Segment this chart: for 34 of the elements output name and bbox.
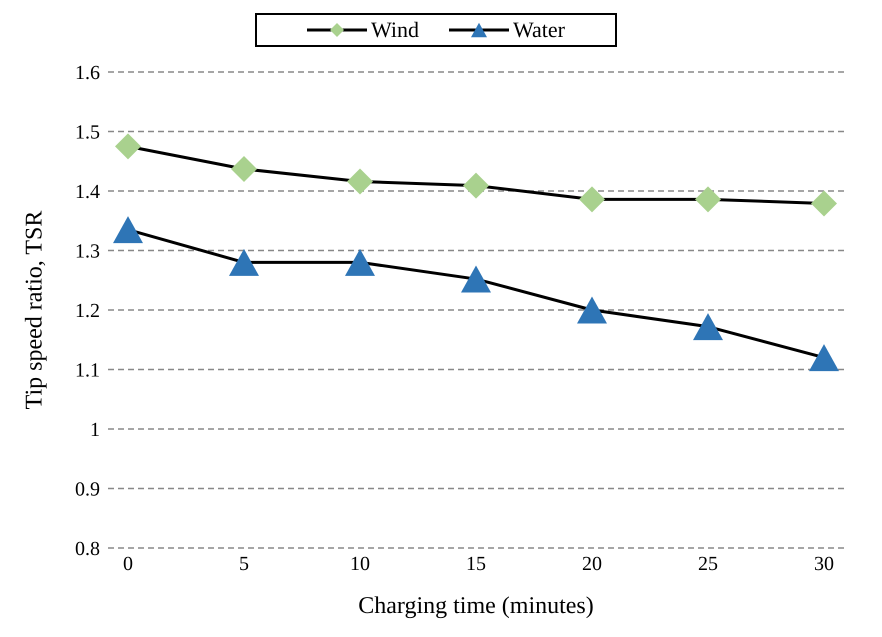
y-tick-label: 1.5 — [75, 122, 100, 144]
point — [693, 313, 723, 340]
x-tick-label: 15 — [466, 553, 486, 576]
point — [577, 296, 607, 324]
point — [229, 248, 259, 276]
y-tick-label: 1.2 — [75, 300, 100, 322]
point — [809, 344, 839, 372]
y-tick-label: 1.4 — [75, 181, 100, 204]
y-tick-label: 1.1 — [75, 360, 100, 382]
point — [579, 186, 605, 212]
x-tick-label: 5 — [239, 553, 249, 576]
x-tick-label: 0 — [123, 553, 133, 576]
legend-label: Water — [513, 17, 565, 43]
y-axis-title: Tip speed ratio, TSR — [22, 210, 48, 410]
point — [811, 190, 837, 216]
point — [695, 186, 721, 212]
y-tick-label: 1.6 — [75, 62, 100, 84]
point — [345, 248, 375, 276]
point — [113, 216, 143, 244]
point — [115, 133, 141, 160]
y-tick-label: 0.9 — [75, 478, 100, 501]
y-tick-label: 1.3 — [75, 240, 100, 263]
point — [231, 156, 257, 182]
x-tick-label: 20 — [582, 553, 602, 576]
x-tick-label: 30 — [814, 553, 834, 576]
legend-label: Wind — [371, 17, 419, 43]
point — [347, 168, 373, 194]
point — [461, 266, 491, 293]
y-tick-label: 1 — [90, 419, 100, 442]
x-axis-title: Charging time (minutes) — [358, 593, 594, 619]
x-tick-label: 25 — [698, 553, 718, 576]
point — [463, 172, 489, 199]
y-tick-label: 0.8 — [75, 538, 100, 560]
x-tick-label: 10 — [350, 553, 370, 576]
